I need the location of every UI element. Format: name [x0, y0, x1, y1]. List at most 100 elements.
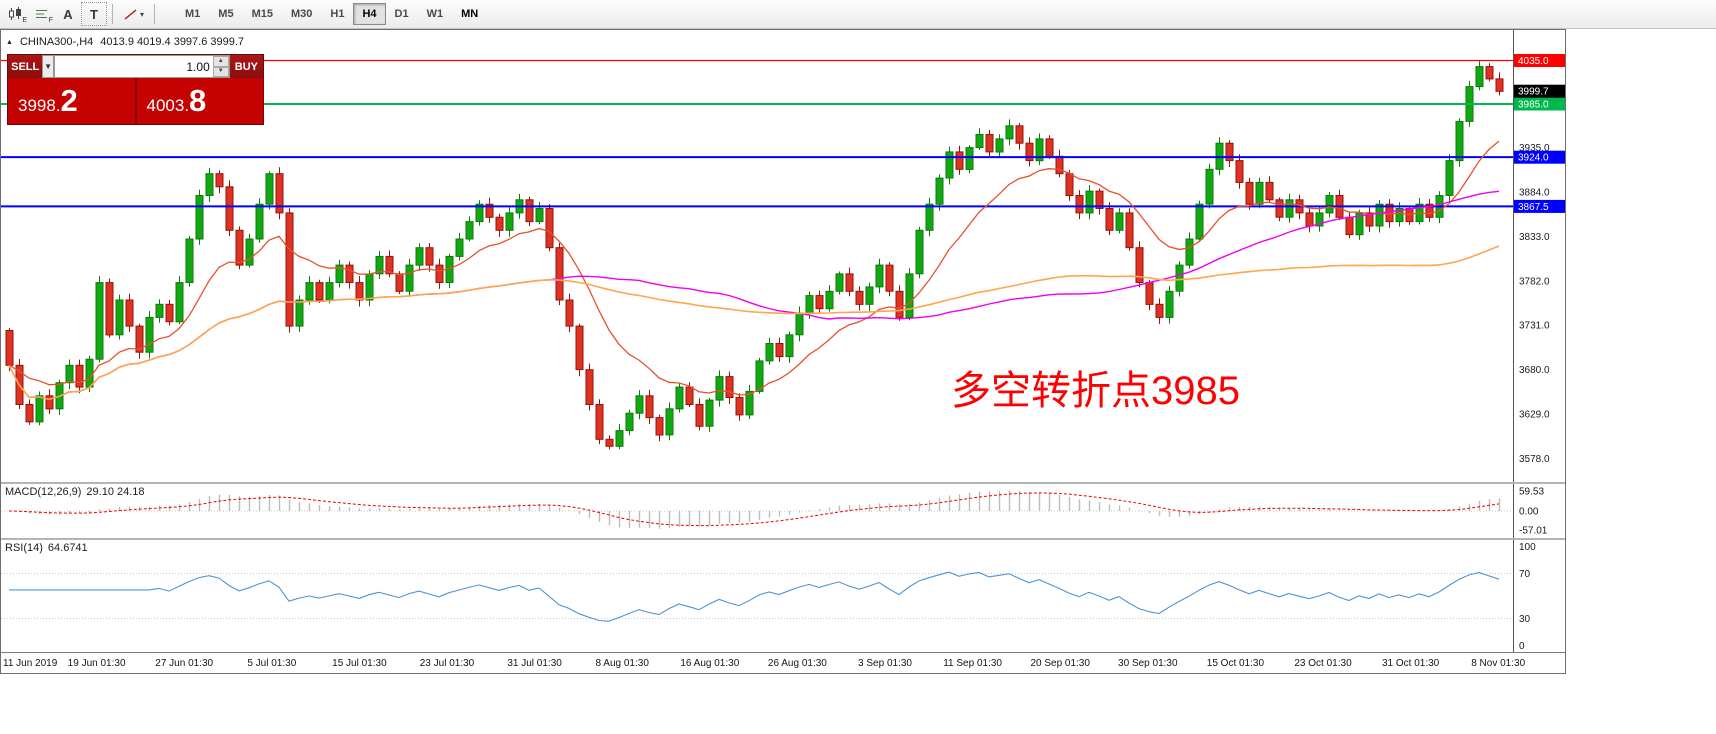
icon-sub-label: E	[22, 17, 27, 24]
time-label: 8 Aug 01:30	[595, 658, 649, 669]
indicator-list-icon[interactable]: F	[29, 2, 55, 26]
macd-canvas[interactable]: 59.53 0.00 -57.01	[1, 484, 1565, 538]
time-label: 26 Aug 01:30	[767, 658, 827, 669]
time-label: 5 Jul 01:30	[247, 658, 297, 669]
rsi-label: RSI(14) 64.6741	[5, 542, 93, 554]
timeframe-h4[interactable]: H4	[353, 3, 386, 25]
svg-text:70: 70	[1519, 569, 1531, 580]
toolbar-separator	[112, 4, 113, 24]
time-label: 23 Jul 01:30	[419, 658, 475, 669]
trading-terminal-window: E F A T ▾ M1 M5 M15 M30 H1 H4 D1 W1 MN 3935.0 388…	[0, 0, 1716, 674]
time-axis[interactable]: 11 Jun 2019 19 Jun 01:30 27 Jun 01:30 5 Jul…	[1, 652, 1565, 673]
volume-increase-button[interactable]: ▲	[212, 56, 229, 67]
macd-name: MACD(12,26,9)	[5, 486, 82, 498]
time-label: 11 Jun 2019	[3, 658, 58, 669]
volume-field: ▲ ▼	[53, 55, 230, 78]
text-tool-icon[interactable]: A	[55, 2, 81, 26]
svg-text:3731.0: 3731.0	[1519, 321, 1550, 332]
timeframe-m1[interactable]: M1	[176, 3, 209, 25]
timeframe-mn[interactable]: MN	[452, 3, 487, 25]
svg-text:59.53: 59.53	[1519, 486, 1544, 497]
template-tool-icon[interactable]: T	[81, 2, 107, 26]
rsi-name: RSI(14)	[5, 542, 43, 554]
timeframe-m30[interactable]: M30	[282, 3, 321, 25]
volume-input[interactable]	[54, 56, 213, 77]
order-options-dropdown[interactable]: ▼	[42, 55, 54, 78]
svg-text:3629.0: 3629.0	[1519, 410, 1550, 421]
svg-text:3782.0: 3782.0	[1519, 276, 1550, 287]
fast-ma-line	[8, 140, 1500, 396]
pane-divider[interactable]	[1, 538, 1565, 540]
candles-glyph	[9, 6, 21, 20]
trendline-glyph	[124, 8, 137, 20]
svg-text:3680.0: 3680.0	[1519, 365, 1550, 376]
time-label: 31 Jul 01:30	[507, 658, 562, 669]
line-studies-icon[interactable]: ▾	[118, 2, 149, 26]
timeframe-h1[interactable]: H1	[321, 3, 353, 25]
svg-text:3999.7: 3999.7	[1518, 87, 1549, 98]
list-glyph	[36, 10, 47, 18]
chart-text-annotation: 多空转折点3985	[951, 369, 1240, 413]
rsi-line	[9, 571, 1500, 622]
pane-divider[interactable]	[1, 482, 1565, 484]
volume-stepper: ▲ ▼	[212, 56, 229, 77]
buy-price-pips: 8	[189, 83, 207, 118]
rsi-canvas[interactable]: 100 70 30 0	[1, 540, 1565, 652]
svg-text:30: 30	[1519, 614, 1531, 625]
macd-pane[interactable]: 59.53 0.00 -57.01 MACD(12,26,9) 29.10 24.18	[1, 484, 1565, 538]
time-label: 30 Sep 01:30	[1118, 658, 1178, 669]
timeframe-group: M1 M5 M15 M30 H1 H4 D1 W1 MN	[176, 3, 487, 25]
quote-divider	[134, 78, 137, 124]
macd-histogram	[18, 490, 1501, 529]
svg-text:3935.0: 3935.0	[1519, 143, 1550, 154]
time-label: 23 Oct 01:30	[1294, 658, 1352, 669]
top-toolbar: E F A T ▾ M1 M5 M15 M30 H1 H4 D1 W1 MN	[0, 0, 1716, 29]
icon-sub-label: F	[48, 17, 53, 24]
svg-text:100: 100	[1519, 542, 1536, 553]
rsi-pane[interactable]: 100 70 30 0 RSI(14) 64.6741	[1, 540, 1565, 652]
buy-price-main: 4003.	[146, 96, 190, 115]
sell-price-main: 3998.	[18, 96, 61, 115]
svg-text:3833.0: 3833.0	[1519, 232, 1550, 243]
svg-text:3578.0: 3578.0	[1519, 454, 1550, 465]
timeframe-d1[interactable]: D1	[386, 3, 418, 25]
time-label: 8 Nov 01:30	[1471, 658, 1526, 669]
timeframe-m15[interactable]: M15	[243, 3, 282, 25]
candlestick-chart-icon[interactable]: E	[3, 2, 29, 26]
svg-text:3924.0: 3924.0	[1518, 153, 1549, 164]
one-click-trading-panel: SELL ▼ ▲ ▼ BUY 3998.2	[7, 54, 264, 125]
macd-values: 29.10 24.18	[86, 486, 145, 498]
time-label: 16 Aug 01:30	[680, 658, 740, 669]
svg-text:-57.01: -57.01	[1519, 526, 1548, 537]
time-label: 20 Sep 01:30	[1030, 658, 1090, 669]
price-quote-row: 3998.2 4003.8	[8, 78, 263, 124]
chart-ohlc-readout: ▲ CHINA300-,H4 4013.9 4019.4 3997.6 3999…	[6, 36, 244, 48]
time-label: 11 Sep 01:30	[943, 658, 1002, 669]
timeframe-m5[interactable]: M5	[209, 3, 242, 25]
buy-price-quote[interactable]: 4003.8	[137, 78, 264, 124]
time-label: 31 Oct 01:30	[1381, 658, 1440, 669]
sell-price-quote[interactable]: 3998.2	[8, 78, 135, 124]
chart-window: 3935.0 3884.0 3833.0 3782.0 3731.0 3680.0 3629…	[0, 29, 1566, 674]
price-chart-canvas[interactable]: 3935.0 3884.0 3833.0 3782.0 3731.0 3680.0 3629…	[1, 30, 1565, 482]
chevron-down-icon: ▼	[44, 62, 53, 71]
buy-button[interactable]: BUY	[229, 55, 263, 78]
volume-decrease-button[interactable]: ▼	[212, 66, 229, 77]
macd-signal-line	[8, 492, 1500, 527]
moving-averages-layer	[8, 140, 1500, 401]
sell-button[interactable]: SELL	[8, 55, 43, 78]
svg-text:4035.0: 4035.0	[1518, 56, 1549, 67]
symbol-label: CHINA300-,H4	[19, 36, 94, 48]
time-label: 27 Jun 01:30	[155, 658, 214, 669]
price-chart-pane[interactable]: 3935.0 3884.0 3833.0 3782.0 3731.0 3680.0 3629…	[1, 30, 1565, 482]
timeframe-w1[interactable]: W1	[418, 3, 453, 25]
time-label: 15 Oct 01:30	[1206, 658, 1265, 669]
svg-text:0.00: 0.00	[1519, 507, 1539, 518]
trade-controls-row: SELL ▼ ▲ ▼ BUY	[8, 55, 263, 78]
slow-ma-line	[8, 245, 1500, 401]
rsi-value: 64.6741	[47, 542, 88, 554]
sell-price-pips: 2	[60, 83, 78, 118]
svg-text:0: 0	[1519, 641, 1525, 652]
symbol-marker-icon: ▲	[6, 38, 13, 46]
time-label: 15 Jul 01:30	[332, 658, 387, 669]
